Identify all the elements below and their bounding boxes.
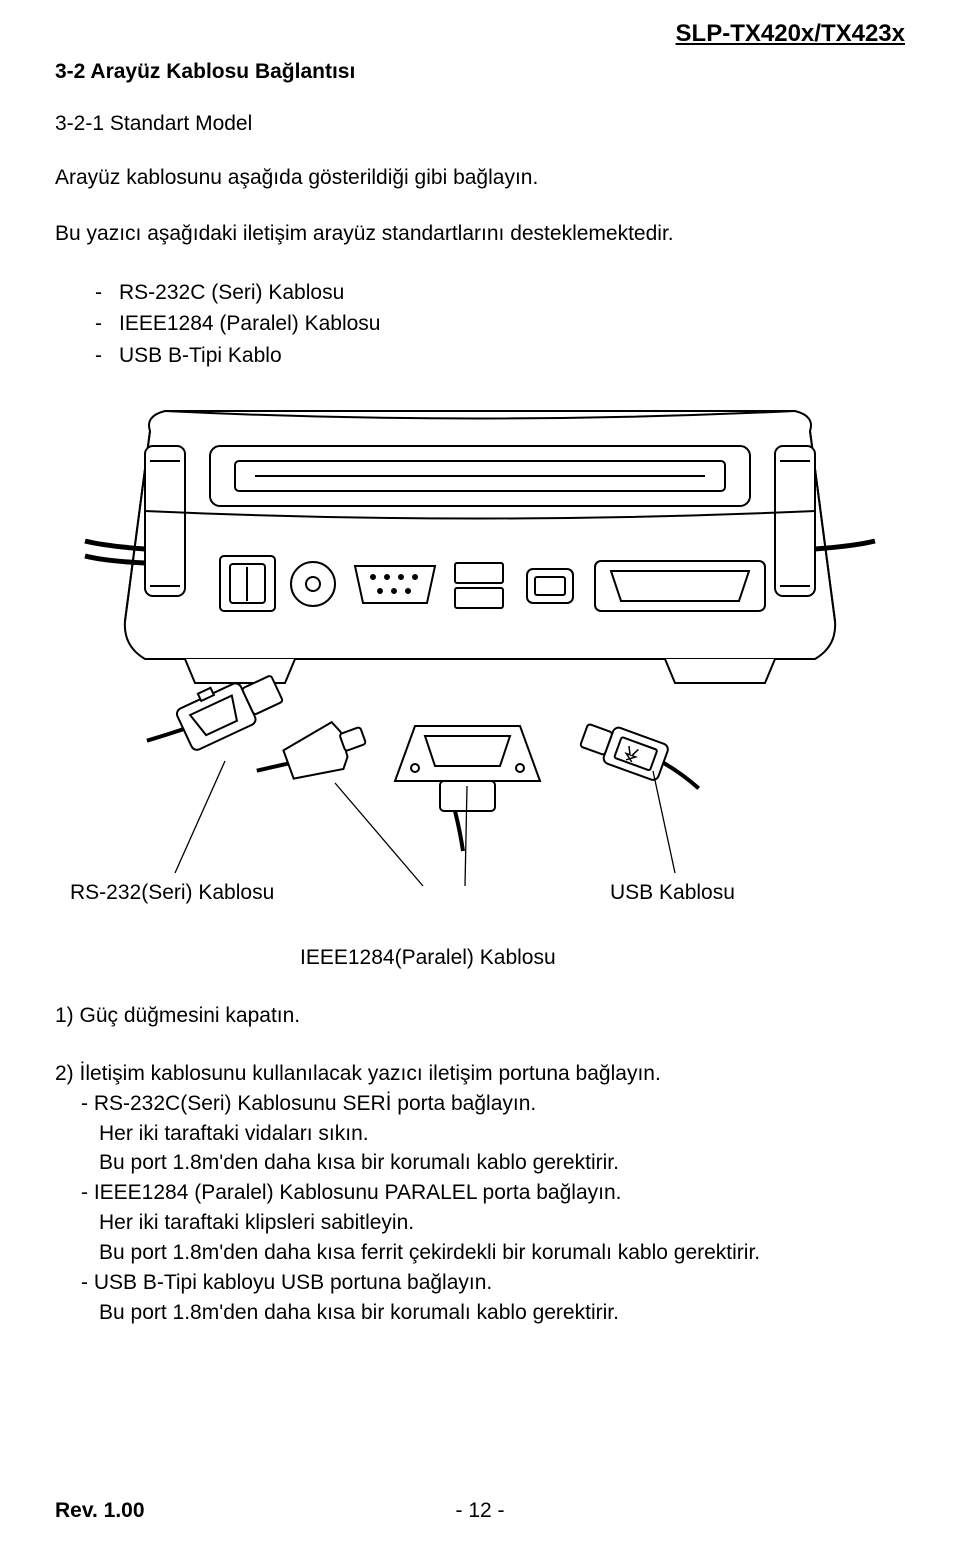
label-rs232: RS-232(Seri) Kablosu — [70, 881, 274, 905]
intro-paragraph-1: Arayüz kablosunu aşağıda gösterildiği gi… — [55, 164, 905, 192]
footer-page: - 12 - — [455, 1499, 504, 1523]
label-ieee1284: IEEE1284(Paralel) Kablosu — [300, 946, 556, 970]
step-2a-sub1: Her iki taraftaki vidaları sıkın. — [55, 1119, 905, 1149]
footer: Rev. 1.00 - 12 - — [55, 1499, 905, 1523]
step-2c: - USB B-Tipi kabloyu USB portuna bağlayı… — [55, 1268, 905, 1298]
footer-rev: Rev. 1.00 — [55, 1499, 145, 1523]
step-2-title: 2) İletişim kablosunu kullanılacak yazıc… — [55, 1059, 905, 1089]
cable-item-rs232: RS-232C (Seri) Kablosu — [95, 277, 905, 309]
step-2c-sub1: Bu port 1.8m'den daha kısa bir korumalı … — [55, 1298, 905, 1328]
intro-paragraph-2: Bu yazıcı aşağıdaki iletişim arayüz stan… — [55, 220, 905, 248]
section-title: 3-2 Arayüz Kablosu Bağlantısı — [55, 60, 905, 84]
step-2a: - RS-232C(Seri) Kablosunu SERİ porta bağ… — [55, 1089, 905, 1119]
diagram-labels: RS-232(Seri) Kablosu USB Kablosu IEEE128… — [55, 881, 905, 971]
step-1: 1) Güç düğmesini kapatın. — [55, 1001, 905, 1031]
step-2b-sub2: Bu port 1.8m'den daha kısa ferrit çekird… — [55, 1238, 905, 1268]
step-2b: - IEEE1284 (Paralel) Kablosunu PARALEL p… — [55, 1178, 905, 1208]
instructions: 1) Güç düğmesini kapatın. 2) İletişim ka… — [55, 1001, 905, 1327]
header-model: SLP-TX420x/TX423x — [55, 20, 905, 48]
label-usb: USB Kablosu — [610, 881, 735, 905]
cable-list: RS-232C (Seri) Kablosu IEEE1284 (Paralel… — [95, 277, 905, 372]
step-2b-sub1: Her iki taraftaki klipsleri sabitleyin. — [55, 1208, 905, 1238]
printer-svg — [55, 391, 905, 891]
step-2a-sub2: Bu port 1.8m'den daha kısa bir korumalı … — [55, 1148, 905, 1178]
subsection-title: 3-2-1 Standart Model — [55, 112, 905, 136]
cable-item-usb: USB B-Tipi Kablo — [95, 340, 905, 372]
cable-item-ieee1284: IEEE1284 (Paralel) Kablosu — [95, 308, 905, 340]
printer-diagram — [55, 391, 905, 891]
